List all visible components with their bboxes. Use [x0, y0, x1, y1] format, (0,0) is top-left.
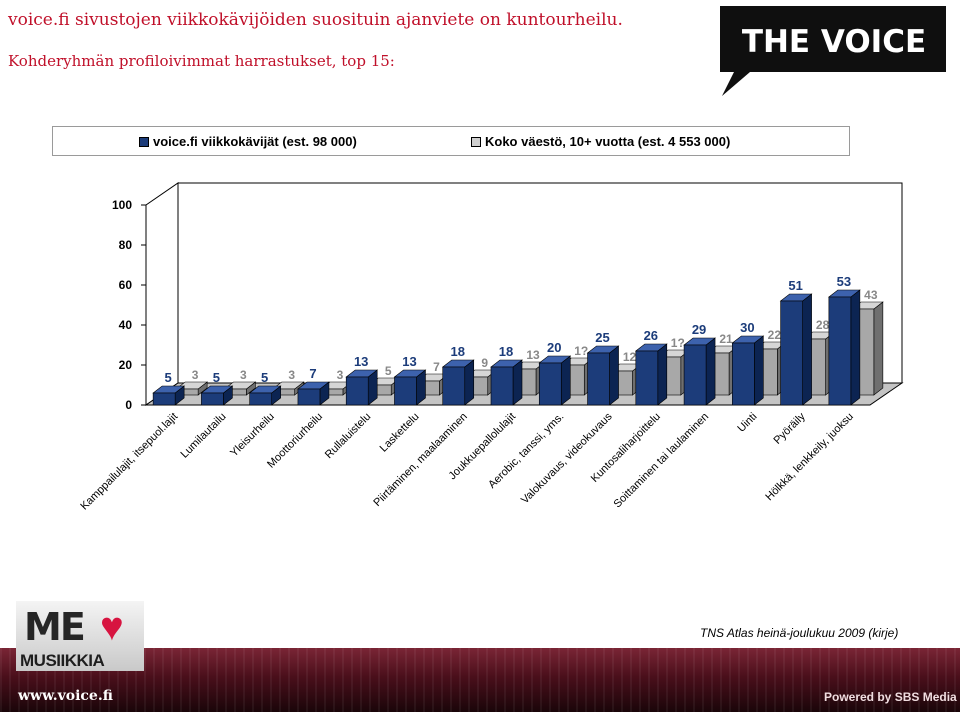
data-label-secondary-7: 13 — [526, 348, 540, 362]
legend-item-population: Koko väestö, 10+ vuotta (est. 4 553 000) — [471, 134, 730, 149]
data-label-secondary-0: 3 — [192, 368, 199, 382]
data-label-primary-1: 5 — [213, 370, 220, 385]
bar-primary-9-side — [609, 345, 619, 406]
data-label-secondary-9: 12 — [623, 350, 637, 364]
legend-label-secondary: Koko väestö, 10+ vuotta (est. 4 553 000) — [485, 134, 731, 149]
category-label-1: Lumilautailu — [179, 411, 229, 461]
data-label-secondary-4: 5 — [385, 364, 392, 378]
bar-primary-9 — [587, 352, 610, 406]
bar-primary-6 — [442, 366, 466, 406]
category-label-9: Valokuvaus, videokuvaus — [519, 410, 615, 506]
legend-swatch-secondary — [471, 136, 481, 147]
category-label-5: Laskettelu — [378, 411, 422, 455]
data-label-secondary-1: 3 — [240, 368, 247, 382]
bar-primary-8-side — [560, 355, 571, 406]
data-label-primary-13: 51 — [788, 278, 802, 293]
data-label-secondary-6: 9 — [481, 356, 488, 370]
bar-primary-4 — [345, 376, 369, 406]
bar-primary-7 — [490, 366, 514, 406]
data-label-primary-5: 13 — [402, 354, 416, 369]
bar-primary-14 — [828, 296, 852, 406]
me-logo-text: ME — [24, 605, 86, 649]
y-tick-label-2: 40 — [119, 318, 133, 332]
data-label-primary-3: 7 — [309, 366, 316, 381]
me-logo-subtext: MUSIIKKIA — [20, 651, 105, 670]
bar-primary-12-side — [754, 335, 764, 406]
category-label-2: Yleisurheilu — [228, 411, 277, 460]
bar-primary-5 — [394, 376, 417, 406]
data-label-secondary-5: 7 — [433, 360, 440, 374]
data-label-primary-4: 13 — [354, 354, 368, 369]
bar-primary-8 — [538, 362, 562, 406]
powered-by: Powered by SBS Media — [824, 690, 957, 704]
me-musiikkia-logo: ME ♥ MUSIIKKIA — [16, 601, 144, 671]
category-label-6: Piirtäminen, maalaaminen — [371, 411, 469, 509]
category-label-12: Uinti — [735, 411, 759, 435]
data-label-secondary-2: 3 — [288, 368, 295, 382]
y-tick-label-5: 100 — [112, 198, 132, 212]
category-label-11: Soittaminen tai laulaminen — [611, 411, 711, 511]
data-label-primary-12: 30 — [740, 320, 754, 335]
data-label-primary-11: 29 — [692, 322, 706, 337]
y-tick-label-1: 20 — [119, 358, 133, 372]
bar-primary-2 — [249, 392, 272, 406]
bar-primary-7-side — [512, 359, 523, 406]
data-label-primary-8: 20 — [547, 340, 561, 355]
data-label-secondary-8: 1? — [574, 344, 588, 358]
the-voice-logo: THE VOICE — [720, 6, 946, 96]
bar-primary-3 — [297, 388, 321, 406]
source-note: TNS Atlas heinä-joulukuu 2009 (kirje) — [700, 626, 899, 640]
bar-primary-13-side — [802, 293, 812, 406]
subheadline: Kohderyhmän profiloivimmat harrastukset,… — [8, 52, 395, 70]
chart-side-wall — [145, 182, 179, 406]
chart-legend: voice.fi viikkokävijät (est. 98 000) Kok… — [52, 126, 850, 156]
legend-label-primary: voice.fi viikkokävijät (est. 98 000) — [153, 134, 357, 149]
data-label-secondary-10: 1? — [671, 336, 685, 350]
data-label-primary-9: 25 — [595, 330, 609, 345]
bar-primary-11 — [683, 344, 707, 406]
data-label-secondary-13: 28 — [816, 318, 830, 332]
data-label-secondary-14: 43 — [864, 288, 878, 302]
bar-primary-12 — [732, 342, 755, 406]
category-label-0: Kamppailulajit, itsepuol.lajit — [78, 411, 180, 513]
category-label-4: Rullaluistelu — [323, 411, 373, 461]
y-tick-label-0: 0 — [125, 398, 132, 412]
bar-secondary-side-14 — [873, 301, 884, 396]
bar-primary-10-side — [657, 343, 668, 406]
heart-icon: ♥ — [100, 605, 124, 649]
data-label-primary-6: 18 — [450, 344, 464, 359]
legend-swatch-primary — [139, 136, 149, 147]
y-tick-label-3: 60 — [119, 278, 133, 292]
y-tick-label-4: 80 — [119, 238, 133, 252]
category-label-13: Pyöräily — [772, 410, 809, 447]
data-label-primary-10: 26 — [644, 328, 658, 343]
data-label-secondary-11: 21 — [719, 332, 733, 346]
data-label-primary-2: 5 — [261, 370, 268, 385]
category-label-14: Hölkkä, lenkkeily, juoksu — [763, 411, 856, 504]
legend-item-voice: voice.fi viikkokävijät (est. 98 000) — [139, 134, 357, 149]
the-voice-logo-text: THE VOICE — [742, 24, 926, 60]
footer-url: www.voice.fi — [18, 688, 113, 704]
footer-bar — [0, 648, 960, 712]
bar-primary-14-side — [850, 289, 861, 406]
bar-primary-13 — [780, 300, 803, 406]
data-label-primary-0: 5 — [165, 370, 172, 385]
data-label-secondary-3: 3 — [337, 368, 344, 382]
headline: voice.fi sivustojen viikkokävijöiden suo… — [8, 10, 623, 30]
bar-primary-1 — [201, 392, 224, 406]
data-label-primary-7: 18 — [499, 344, 513, 359]
data-label-secondary-12: 22 — [768, 328, 782, 342]
bar-primary-11-side — [705, 337, 716, 406]
footer-stripes — [0, 648, 960, 712]
bar-primary-0 — [152, 392, 176, 406]
bar-primary-10 — [635, 350, 659, 406]
data-label-primary-14: 53 — [837, 274, 851, 289]
bar-primary-6-side — [464, 359, 475, 406]
